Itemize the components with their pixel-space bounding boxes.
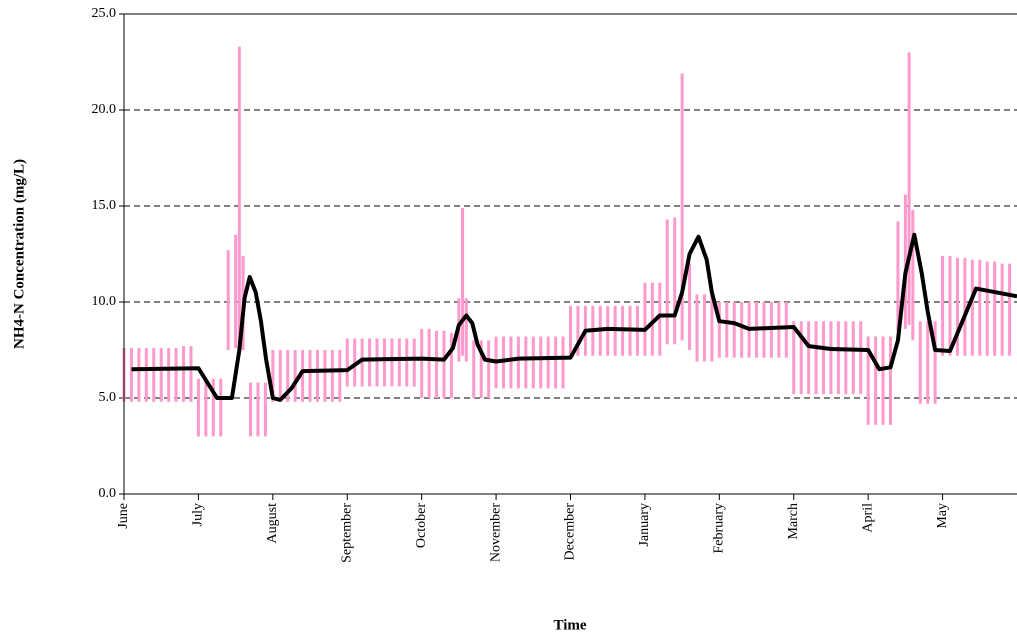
y-tick-label: 15.0 bbox=[92, 198, 117, 213]
y-tick-label: 0.0 bbox=[99, 486, 117, 501]
x-tick-label: September bbox=[339, 503, 354, 563]
x-tick-label: November bbox=[488, 503, 503, 562]
y-tick-label: 5.0 bbox=[99, 390, 117, 405]
x-tick-label: March bbox=[786, 503, 801, 540]
x-tick-label: May bbox=[935, 503, 950, 529]
x-tick-label: July bbox=[191, 503, 206, 526]
y-tick-label: 10.0 bbox=[92, 294, 117, 309]
y-tick-label: 20.0 bbox=[92, 102, 117, 117]
y-tick-label: 25.0 bbox=[92, 6, 117, 21]
x-tick-label: June bbox=[116, 503, 131, 529]
x-axis-title: Time bbox=[553, 617, 586, 633]
y-axis-title: NH4-N Concentration (mg/L) bbox=[11, 159, 27, 349]
x-tick-label: April bbox=[860, 503, 875, 533]
data-line bbox=[131, 232, 1017, 402]
x-tick-label: August bbox=[265, 503, 280, 544]
x-tick-label: October bbox=[414, 503, 429, 548]
x-tick-label: February bbox=[712, 503, 727, 554]
x-tick-label: December bbox=[563, 503, 578, 561]
x-tick-label: January bbox=[637, 503, 652, 547]
